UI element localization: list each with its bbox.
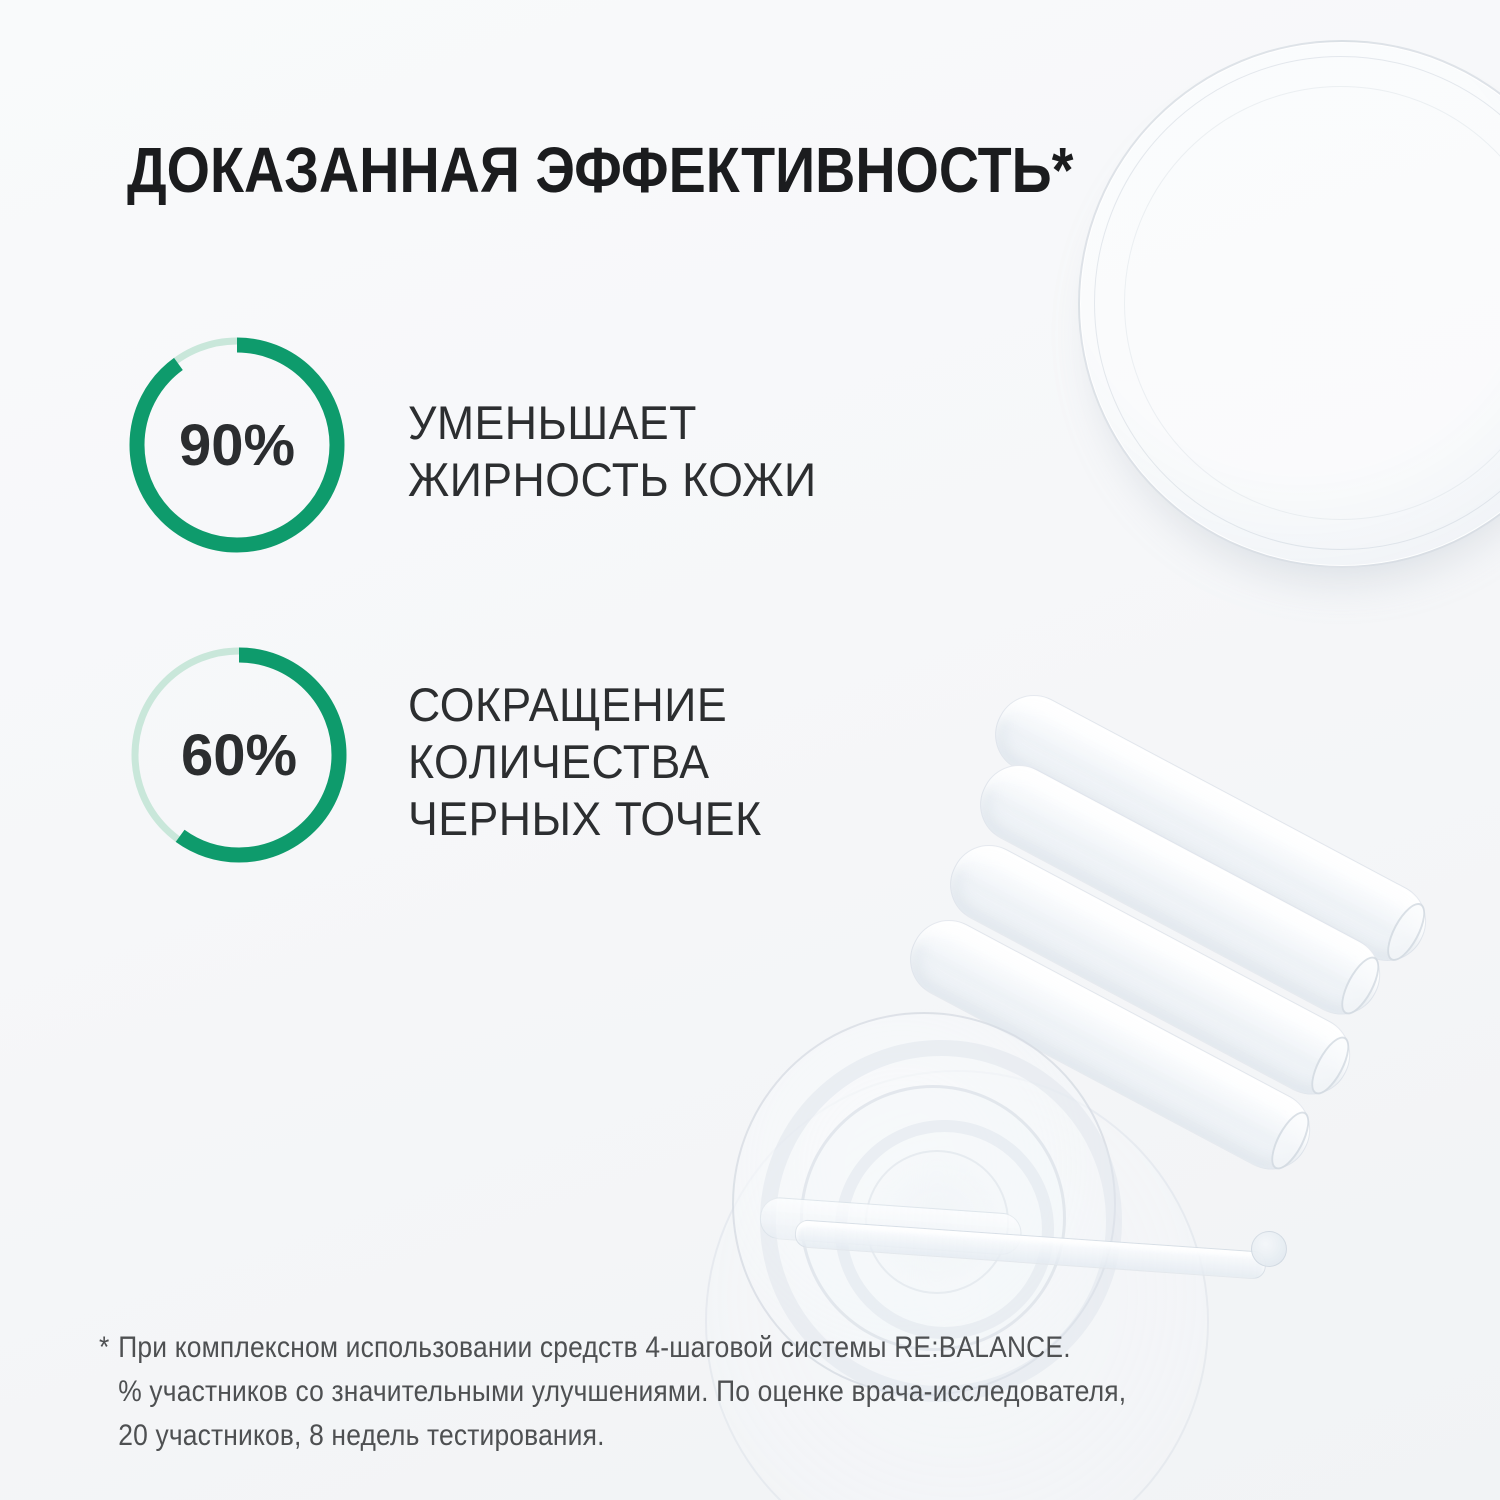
donut-chart-60: 60% xyxy=(124,640,354,870)
percent-value: 90% xyxy=(178,412,296,478)
stat-description-line: ЖИРНОСТЬ КОЖИ xyxy=(408,453,817,506)
footnote-text: При комплексном использовании средств 4-… xyxy=(118,1326,1126,1458)
footnote-line: При комплексном использовании средств 4-… xyxy=(118,1331,1071,1364)
donut-chart-90: 90% xyxy=(122,330,352,560)
donut-svg xyxy=(129,337,345,553)
donut-arc xyxy=(129,337,345,553)
stat-description: СОКРАЩЕНИЕ КОЛИЧЕСТВА ЧЕРНЫХ ТОЧЕК xyxy=(408,676,762,847)
donut-arc xyxy=(131,647,347,863)
stat-description: УМЕНЬШАЕТ ЖИРНОСТЬ КОЖИ xyxy=(408,394,817,508)
stat-description-line: ЧЕРНЫХ ТОЧЕК xyxy=(408,792,762,845)
footnote-line: 20 участников, 8 недель тестирования. xyxy=(118,1419,605,1452)
footnote: * При комплексном использовании средств … xyxy=(99,1326,1126,1458)
percent-value: 60% xyxy=(180,722,298,788)
page-title: ДОКАЗАННАЯ ЭФФЕКТИВНОСТЬ* xyxy=(127,133,1074,206)
donut-svg xyxy=(131,647,347,863)
stat-description-line: КОЛИЧЕСТВА xyxy=(408,735,710,788)
stat-description-line: СОКРАЩЕНИЕ xyxy=(408,678,728,731)
stat-description-line: УМЕНЬШАЕТ xyxy=(408,396,697,449)
footnote-line: % участников со значительными улучшениям… xyxy=(118,1375,1127,1408)
asterisk-marker: * xyxy=(99,1331,110,1364)
